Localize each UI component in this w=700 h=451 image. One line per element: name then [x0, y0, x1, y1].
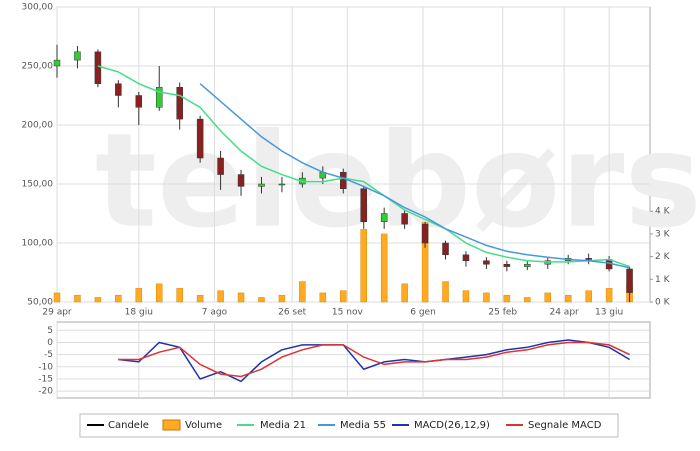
y-tick-label: 5: [47, 326, 53, 336]
legend-label: Media 21: [260, 420, 306, 431]
legend-swatch: [162, 419, 181, 431]
y2-tick-label: 3 K: [655, 229, 671, 239]
candle-body: [196, 118, 204, 159]
y-tick-label: 0: [47, 338, 53, 348]
candle-body: [74, 51, 81, 61]
volume-bar: [360, 229, 367, 303]
volume-bar: [135, 288, 143, 303]
volume-bar: [53, 292, 61, 303]
candle-body: [340, 171, 347, 189]
candle-body: [626, 268, 633, 293]
y-tick-label: 150,00: [22, 180, 54, 190]
y2-tick-label: 2 K: [655, 252, 671, 262]
volume-bar: [319, 292, 327, 303]
volume-bar: [483, 292, 490, 303]
volume-bar: [176, 288, 183, 303]
volume-bar: [585, 290, 592, 303]
volume-bar: [196, 294, 204, 303]
legend-label: Media 55: [340, 420, 386, 431]
volume-bar: [299, 281, 306, 303]
candle-body: [585, 258, 592, 260]
candle-body: [360, 188, 367, 223]
volume-bar: [94, 297, 102, 303]
x-tick-label: 26 set: [278, 308, 307, 318]
x-tick-label: 29 apr: [42, 308, 72, 318]
y-tick-label: 300,00: [22, 3, 54, 13]
volume-bar: [278, 294, 286, 303]
candle-body: [278, 183, 286, 186]
watermark: telebørsa: [95, 105, 700, 257]
volume-bar: [442, 281, 449, 303]
price-panel: [56, 6, 651, 303]
volume-bar: [217, 290, 224, 303]
legend-label: Segnale MACD: [528, 420, 602, 431]
legend-label: MACD(26,12,9): [414, 420, 490, 431]
volume-bar: [340, 290, 347, 303]
legend: [79, 413, 619, 438]
candle-body: [380, 213, 388, 223]
candle-body: [442, 242, 449, 256]
y2-tick-label: 1 K: [655, 275, 671, 285]
candle-body: [258, 183, 265, 187]
legend-label: Volume: [185, 420, 222, 431]
candle-body: [217, 157, 224, 175]
candle-body: [401, 213, 408, 225]
volume-bar: [524, 297, 531, 303]
volume-bar: [380, 233, 388, 303]
y-tick-label: -5: [44, 350, 53, 360]
x-tick-label: 7 ago: [202, 308, 228, 318]
y-tick-label: 100,00: [22, 239, 54, 249]
volume-bar: [74, 294, 81, 303]
x-tick-label: 18 giu: [125, 308, 153, 318]
volume-bar: [401, 283, 408, 303]
candle-body: [462, 254, 470, 261]
candle-body: [115, 83, 122, 96]
y-tick-label: 200,00: [22, 121, 54, 131]
volume-bar: [605, 288, 613, 303]
y-tick-label: -20: [38, 387, 53, 397]
volume-bar: [237, 292, 245, 303]
volume-bar: [503, 294, 511, 303]
y-tick-label: 250,00: [22, 62, 54, 72]
macd-panel: [56, 321, 651, 399]
line: [97, 65, 630, 268]
x-tick-label: 25 feb: [488, 308, 517, 318]
candle-body: [503, 263, 511, 267]
candle-body: [483, 260, 490, 265]
volume-bar: [462, 290, 470, 303]
candle-body: [53, 59, 61, 67]
x-tick-label: 6 gen: [410, 308, 436, 318]
line: [118, 339, 630, 383]
legend-label: Candele: [108, 420, 149, 431]
y-tick-label: 50,00: [27, 298, 53, 308]
candle-body: [135, 95, 143, 108]
x-tick-label: 13 giu: [595, 308, 623, 318]
volume-bar: [544, 292, 552, 303]
line: [118, 341, 630, 378]
candle-body: [237, 174, 245, 187]
line: [199, 83, 630, 269]
volume-bar: [155, 283, 163, 303]
candle-body: [94, 51, 102, 84]
candle-body: [155, 86, 163, 108]
y2-tick-label: 0 K: [655, 298, 671, 308]
x-tick-label: 24 apr: [549, 308, 579, 318]
volume-bar: [564, 294, 572, 303]
volume-bar: [115, 294, 122, 303]
candle-body: [176, 86, 183, 120]
y2-tick-label: 4 K: [655, 207, 671, 217]
candle-body: [524, 263, 531, 267]
candle-body: [421, 223, 429, 244]
y-tick-label: -10: [38, 362, 53, 372]
x-tick-label: 15 nov: [332, 308, 364, 318]
y-tick-label: -15: [38, 374, 53, 384]
volume-bar: [258, 297, 265, 303]
